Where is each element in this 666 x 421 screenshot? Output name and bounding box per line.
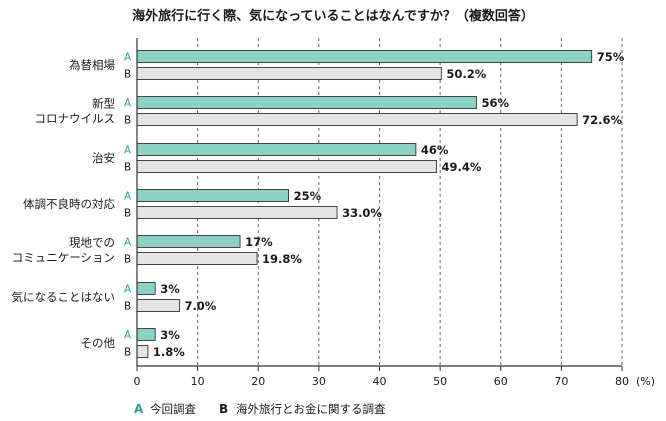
value-label: 3% [160, 328, 180, 342]
legend: A 今回調査 B 海外旅行とお金に関する調査 [134, 402, 386, 416]
series-a-marker: A [124, 145, 132, 157]
value-label: 19.8% [262, 252, 302, 266]
x-tick-label: 40 [373, 375, 387, 388]
x-tick-label: 80 [615, 375, 629, 388]
value-label: 75% [597, 50, 625, 64]
series-b-marker: B [124, 162, 131, 174]
category-label-line: 気になることはない [12, 290, 116, 304]
value-label: 33.0% [342, 206, 382, 220]
category-label-line: 為替相場 [69, 58, 115, 72]
value-label: 56% [482, 96, 510, 110]
category-label-line: 治安 [92, 151, 115, 165]
legend-label-b: 海外旅行とお金に関する調査 [236, 402, 386, 416]
legend-key-a: A [134, 402, 144, 416]
value-label: 1.8% [153, 345, 185, 359]
bar-series-b [136, 67, 442, 80]
series-a-marker: A [124, 330, 132, 342]
chart-title: 海外旅行に行く際、気になっていることはなんですか？（複数回答） [132, 8, 534, 24]
x-tick-label: 60 [494, 375, 508, 388]
value-label: 7.0% [184, 299, 216, 313]
value-label: 50.2% [446, 67, 486, 81]
category-label: 治安 [92, 151, 115, 165]
legend-label-a: 今回調査 [150, 402, 196, 416]
bar-series-b [136, 299, 180, 312]
x-axis: 0 10 20 30 40 50 60 70 80 (%) [134, 38, 655, 388]
gridlines [197, 38, 623, 366]
series-b-marker: B [124, 301, 131, 313]
bars [136, 50, 593, 358]
x-tick-label: 30 [312, 375, 326, 388]
value-label: 3% [160, 282, 180, 296]
series-a-marker: A [124, 284, 132, 296]
bar-series-a [136, 282, 156, 295]
value-label: 25% [294, 189, 322, 203]
bar-series-b [136, 206, 338, 219]
series-b-marker: B [124, 254, 131, 266]
category-label: 体調不良時の対応 [23, 197, 115, 211]
category-label-line: コロナウイルス [35, 112, 116, 126]
series-a-marker: A [124, 98, 132, 110]
bar-series-a [136, 235, 241, 248]
x-tick-label: 70 [554, 375, 568, 388]
bar-series-a [136, 189, 290, 202]
bar-series-b [136, 252, 258, 265]
x-axis-unit: (%) [636, 375, 655, 388]
bar-series-a [136, 96, 477, 109]
bar-series-b [136, 113, 578, 126]
bar-series-a [136, 328, 156, 341]
category-label: 現地でのコミュニケーション [12, 236, 115, 265]
value-label: 72.6% [582, 113, 622, 127]
category-label-line: その他 [81, 336, 116, 350]
category-label-line: コミュニケーション [12, 251, 115, 265]
legend-key-b: B [219, 402, 228, 416]
series-b-marker: B [124, 347, 131, 359]
value-label: 49.4% [441, 160, 481, 174]
bar-series-b [136, 345, 149, 358]
category-label: 気になることはない [12, 290, 116, 304]
category-label: 新型コロナウイルス [35, 97, 116, 126]
value-label: 17% [245, 235, 273, 249]
x-tick-label: 20 [251, 375, 265, 388]
category-label-line: 現地での [69, 236, 115, 250]
category-label-line: 体調不良時の対応 [23, 197, 115, 211]
series-a-marker: A [124, 237, 132, 249]
series-a-marker: A [124, 52, 132, 64]
category-label: 為替相場 [69, 58, 115, 72]
x-tick-label: 10 [191, 375, 205, 388]
series-a-marker: A [124, 191, 132, 203]
bar-series-a [136, 143, 417, 156]
category-label-line: 新型 [92, 97, 115, 111]
series-b-marker: B [124, 115, 131, 127]
value-label: 46% [421, 143, 449, 157]
category-label: その他 [81, 336, 116, 350]
x-tick-label: 0 [134, 375, 141, 388]
series-b-marker: B [124, 208, 131, 220]
bar-series-a [136, 50, 593, 63]
labels: 為替相場 A 75% B 50.2% 新型コロナウイルス A 56% B 72.6% 治安 A 46% B… [12, 50, 625, 359]
x-tick-label: 50 [433, 375, 447, 388]
bar-series-b [136, 160, 437, 173]
series-b-marker: B [124, 69, 131, 81]
